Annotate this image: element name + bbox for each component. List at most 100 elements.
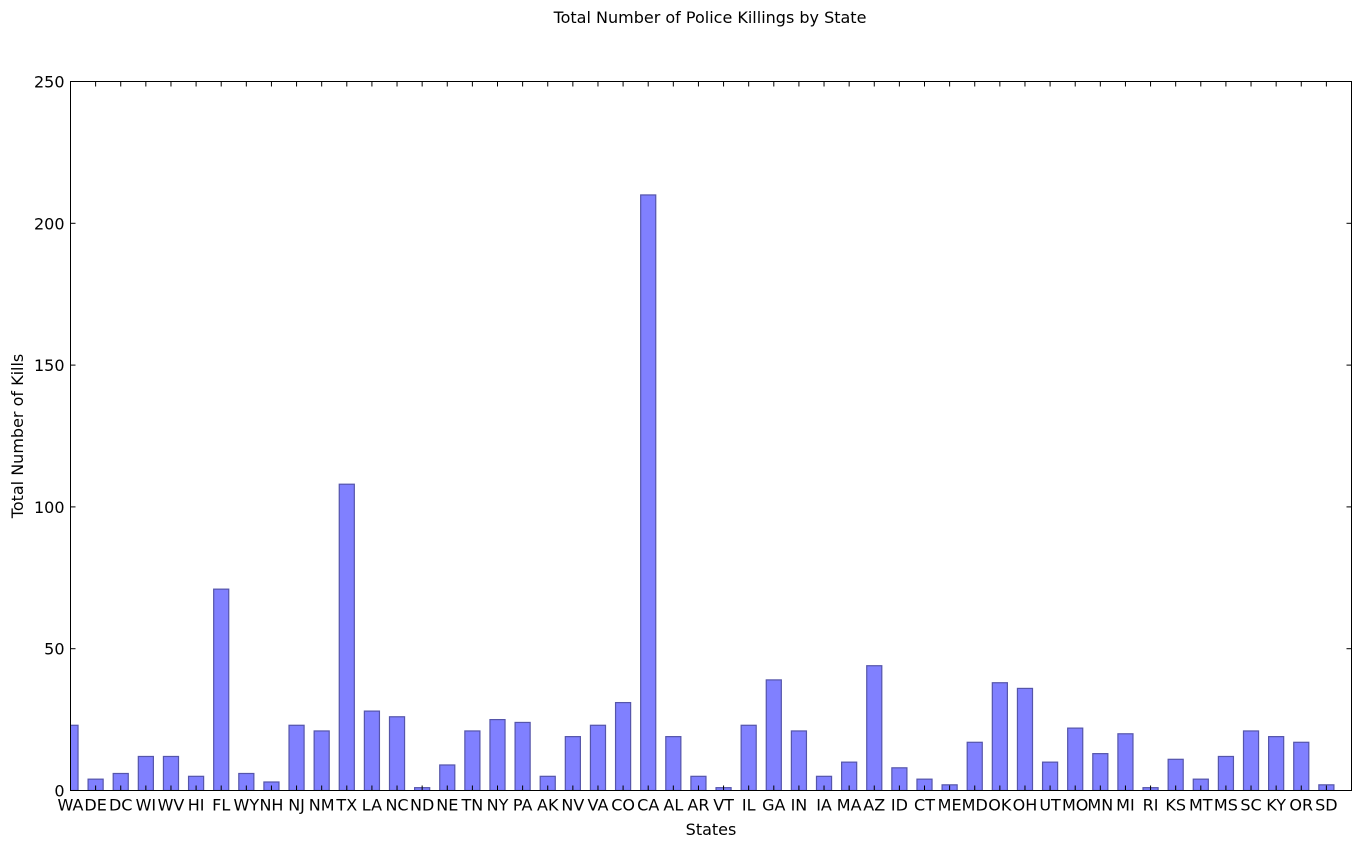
bar-de <box>87 778 104 791</box>
bar-ga <box>765 679 782 791</box>
x-tick-label-wi: WI <box>136 796 157 815</box>
y-axis-label: Total Number of Kills <box>8 354 27 519</box>
bars-group <box>70 194 1335 791</box>
bar-mo <box>1067 727 1084 791</box>
bar-ut <box>1041 761 1059 791</box>
x-tick-label-ca: CA <box>637 796 659 815</box>
bar-ct <box>916 778 933 791</box>
bar-la <box>363 710 381 791</box>
bar-mi <box>1117 733 1134 791</box>
bar-co <box>614 701 632 791</box>
bar-wi <box>137 755 154 791</box>
x-tick-label-md: MD <box>962 796 988 815</box>
bar-nm <box>313 730 330 791</box>
bar-dc <box>112 772 129 791</box>
x-tick-label-ok: OK <box>988 796 1012 815</box>
x-tick-label-dc: DC <box>109 796 133 815</box>
y-tick-label-50: 50 <box>44 640 64 659</box>
x-tick-label-nc: NC <box>385 796 408 815</box>
x-tick-label-nh: NH <box>259 796 283 815</box>
bar-ca <box>640 194 657 791</box>
x-tick-label-sc: SC <box>1240 796 1261 815</box>
bar-ny <box>489 718 506 791</box>
y-tick-label-0: 0 <box>54 782 64 801</box>
bar-ma <box>841 761 858 791</box>
x-tick-label-ne: NE <box>436 796 458 815</box>
bar-ky <box>1268 736 1285 791</box>
x-tick-label-ms: MS <box>1214 796 1238 815</box>
bar-hi <box>187 775 205 791</box>
bar-ak <box>539 775 556 791</box>
x-tick-label-ak: AK <box>537 796 559 815</box>
x-tick-label-ar: AR <box>687 796 709 815</box>
bar-oh <box>1016 687 1034 791</box>
x-tick-label-ut: UT <box>1039 796 1061 815</box>
bar-ar <box>690 775 707 791</box>
y-tick-label-150: 150 <box>34 356 65 375</box>
x-tick-label-ks: KS <box>1165 796 1186 815</box>
x-tick-label-tn: TN <box>461 796 484 815</box>
bar-in <box>790 730 808 791</box>
x-tick-label-ny: NY <box>487 796 509 815</box>
x-tick-label-or: OR <box>1289 796 1313 815</box>
x-tick-label-vt: VT <box>713 796 734 815</box>
x-tick-label-id: ID <box>891 796 908 815</box>
x-tick-label-nd: ND <box>410 796 434 815</box>
x-tick-label-tx: TX <box>335 796 357 815</box>
bar-ms <box>1217 755 1235 791</box>
x-tick-label-fl: FL <box>212 796 230 815</box>
x-tick-label-ia: IA <box>816 796 832 815</box>
x-tick-label-wa: WA <box>58 796 84 815</box>
x-tick-label-nj: NJ <box>288 796 305 815</box>
bar-al <box>665 736 682 791</box>
bar-nj <box>288 724 305 791</box>
bar-pa <box>514 721 531 791</box>
bar-va <box>589 724 607 791</box>
bar-wv <box>162 755 180 791</box>
chart-title: Total Number of Police Killings by State <box>553 8 867 27</box>
x-tick-label-ma: MA <box>837 796 862 815</box>
x-tick-label-ri: RI <box>1143 796 1159 815</box>
x-tick-label-mn: MN <box>1087 796 1113 815</box>
x-tick-label-pa: PA <box>513 796 533 815</box>
bar-ks <box>1167 758 1184 791</box>
x-tick-label-hi: HI <box>188 796 205 815</box>
x-axis-ticks: WA DE DC WI WV HI FL WY NH NJ NM TX LA NC ND NE TN NY PA AK… <box>58 81 1338 815</box>
x-tick-label-wv: WV <box>158 796 185 815</box>
bar-ne <box>439 764 456 791</box>
bar-md <box>966 741 983 791</box>
bar-wy <box>238 772 255 791</box>
x-tick-label-oh: OH <box>1013 796 1038 815</box>
x-tick-label-ct: CT <box>914 796 935 815</box>
x-tick-label-mi: MI <box>1116 796 1135 815</box>
bar-mn <box>1092 753 1109 791</box>
y-tick-label-100: 100 <box>34 498 65 517</box>
x-tick-label-ky: KY <box>1266 796 1286 815</box>
bar-tn <box>464 730 481 791</box>
bar-nv <box>564 736 581 791</box>
bar-ok <box>991 682 1008 791</box>
bar-fl <box>213 588 230 791</box>
x-axis-label: States <box>686 820 737 839</box>
x-tick-label-me: ME <box>938 796 962 815</box>
x-tick-label-nv: NV <box>561 796 584 815</box>
bar-id <box>891 767 908 791</box>
x-tick-label-nm: NM <box>309 796 335 815</box>
y-tick-label-250: 250 <box>34 73 65 92</box>
x-tick-label-az: AZ <box>863 796 885 815</box>
x-tick-label-wy: WY <box>234 796 260 815</box>
plot-frame <box>70 81 1352 791</box>
x-tick-label-sd: SD <box>1315 796 1337 815</box>
x-tick-label-mt: MT <box>1189 796 1213 815</box>
x-tick-label-in: IN <box>791 796 808 815</box>
bar-sc <box>1242 730 1260 791</box>
x-tick-label-de: DE <box>84 796 106 815</box>
y-tick-label-200: 200 <box>34 214 65 233</box>
bar-tx <box>338 483 355 791</box>
x-tick-label-ga: GA <box>762 796 785 815</box>
bar-mt <box>1192 778 1209 791</box>
x-tick-label-al: AL <box>663 796 683 815</box>
bar-nc <box>388 716 406 791</box>
x-tick-label-il: IL <box>742 796 756 815</box>
